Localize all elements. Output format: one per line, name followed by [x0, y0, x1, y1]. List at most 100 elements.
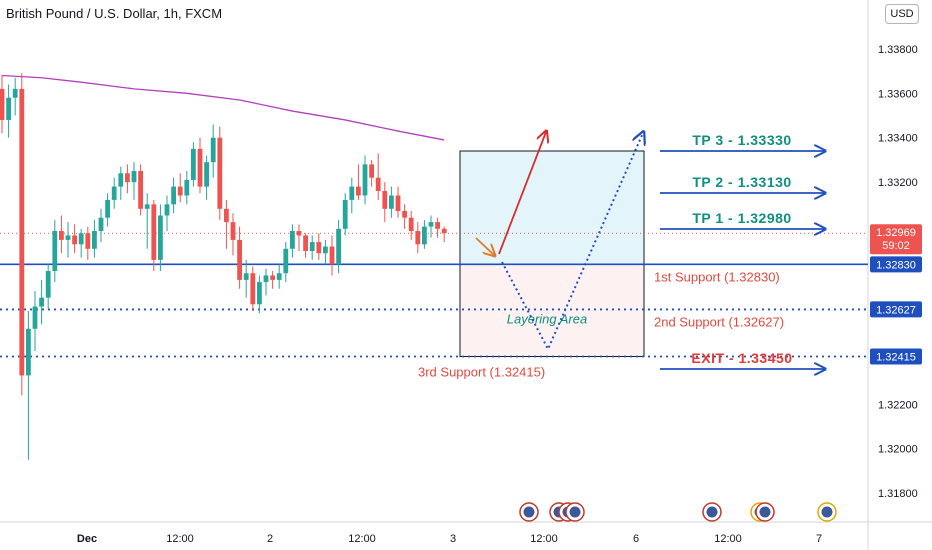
candle-body [283, 248, 289, 274]
event-flag-inner [569, 506, 581, 518]
candle-body [92, 231, 97, 249]
candle-body [375, 177, 381, 192]
candle-body [26, 328, 31, 376]
candle-body [270, 275, 275, 280]
candle-body [32, 306, 38, 329]
candle-body [237, 239, 242, 280]
x-tick-label: 3 [450, 533, 456, 545]
x-tick-label: 12:00 [166, 533, 194, 545]
candle-body [45, 270, 51, 298]
candle-body [151, 204, 157, 260]
x-tick-label: 12:00 [714, 533, 742, 545]
price-badge-3-bg [870, 348, 922, 365]
event-flag-inner [706, 506, 718, 518]
candle-body [59, 231, 64, 240]
candle-body [422, 226, 427, 245]
candle-body [72, 235, 77, 245]
candle-body [125, 173, 130, 183]
candle-body [395, 195, 401, 212]
exit-label: EXIT - 1.33450 [691, 350, 792, 366]
event-flag-inner [821, 506, 833, 518]
candle-body [0, 88, 5, 120]
candle-body [144, 204, 150, 209]
candle-body [6, 97, 11, 120]
candle-body [39, 297, 44, 307]
candle-body [441, 228, 447, 234]
layering-zone [460, 264, 644, 357]
dip-scenario-arrow [501, 133, 643, 352]
x-tick-label: 2 [267, 533, 273, 545]
candle-body [217, 137, 223, 209]
candle-body [19, 88, 25, 376]
candle-body [250, 273, 256, 305]
price-badge-2: 1.32627 [876, 304, 916, 316]
support-label-2: 2nd Support (1.32627) [654, 314, 784, 329]
candle-body [276, 273, 282, 280]
candle-body [323, 246, 328, 254]
candle-body [230, 222, 236, 240]
candle-body [349, 186, 355, 200]
tp-label-1: TP 1 - 1.32980 [692, 210, 791, 226]
candle-body [408, 217, 414, 232]
candle-body [98, 217, 104, 232]
current-price-label: 1.32969 [876, 227, 916, 239]
bullish-arrow [498, 132, 546, 255]
candle-body [389, 195, 394, 209]
y-tick-label: 1.32200 [878, 399, 918, 411]
y-tick-label: 1.33800 [878, 44, 918, 56]
candle-body [356, 186, 361, 196]
moving-average-line [1, 74, 445, 141]
y-tick-label: 1.31800 [878, 488, 918, 500]
chart-title: British Pound / U.S. Dollar, 1h, FXCM [6, 6, 223, 21]
candle-body [415, 231, 421, 245]
candle-body [177, 186, 183, 196]
currency-button[interactable]: USD [885, 4, 919, 24]
entry-arrow [475, 237, 494, 255]
tp-label-2: TP 2 - 1.33130 [692, 174, 791, 190]
candle-body [191, 148, 196, 180]
candle-body [382, 191, 388, 209]
candle-body [435, 222, 440, 229]
candle-body [362, 164, 368, 196]
candle-body [329, 246, 335, 265]
y-tick-label: 1.33400 [878, 133, 918, 145]
candle-body [210, 137, 216, 163]
candle-body [369, 164, 374, 178]
layering-area-label: Layering Area [507, 311, 587, 326]
y-tick-label: 1.33600 [878, 88, 918, 100]
event-flag-inner [759, 506, 771, 518]
event-flag-inner [523, 506, 535, 518]
candle-body [171, 186, 176, 205]
candle-body [105, 199, 110, 218]
candle-body [263, 275, 269, 283]
candle-body [197, 148, 203, 187]
countdown-label: 59:02 [882, 240, 910, 252]
candle-body [118, 173, 124, 187]
candle-body [65, 235, 71, 240]
x-tick-label: 7 [816, 533, 822, 545]
price-badge-1-bg [870, 256, 922, 273]
support-label-1: 1st Support (1.32830) [654, 269, 780, 284]
candle-body [309, 242, 315, 252]
price-badge-3: 1.32415 [876, 352, 916, 364]
candle-body [336, 228, 341, 265]
target-zone [460, 151, 644, 265]
x-tick-label: 12:00 [348, 533, 376, 545]
candle-body [402, 211, 407, 218]
candle-body [316, 242, 322, 254]
candle-body [52, 231, 58, 271]
candle-body [296, 231, 302, 236]
candle-body [164, 204, 170, 216]
candle-body [204, 162, 209, 187]
candle-body [12, 88, 18, 98]
candle-body [138, 171, 143, 209]
y-tick-label: 1.32000 [878, 444, 918, 456]
candle-body [131, 171, 137, 183]
candle-body [243, 273, 249, 280]
tp-label-3: TP 3 - 1.33330 [692, 132, 791, 148]
price-badge-1: 1.32830 [876, 259, 916, 271]
candle-body [257, 282, 262, 305]
candle-body [78, 233, 84, 245]
price-badge-2-bg [870, 301, 922, 318]
